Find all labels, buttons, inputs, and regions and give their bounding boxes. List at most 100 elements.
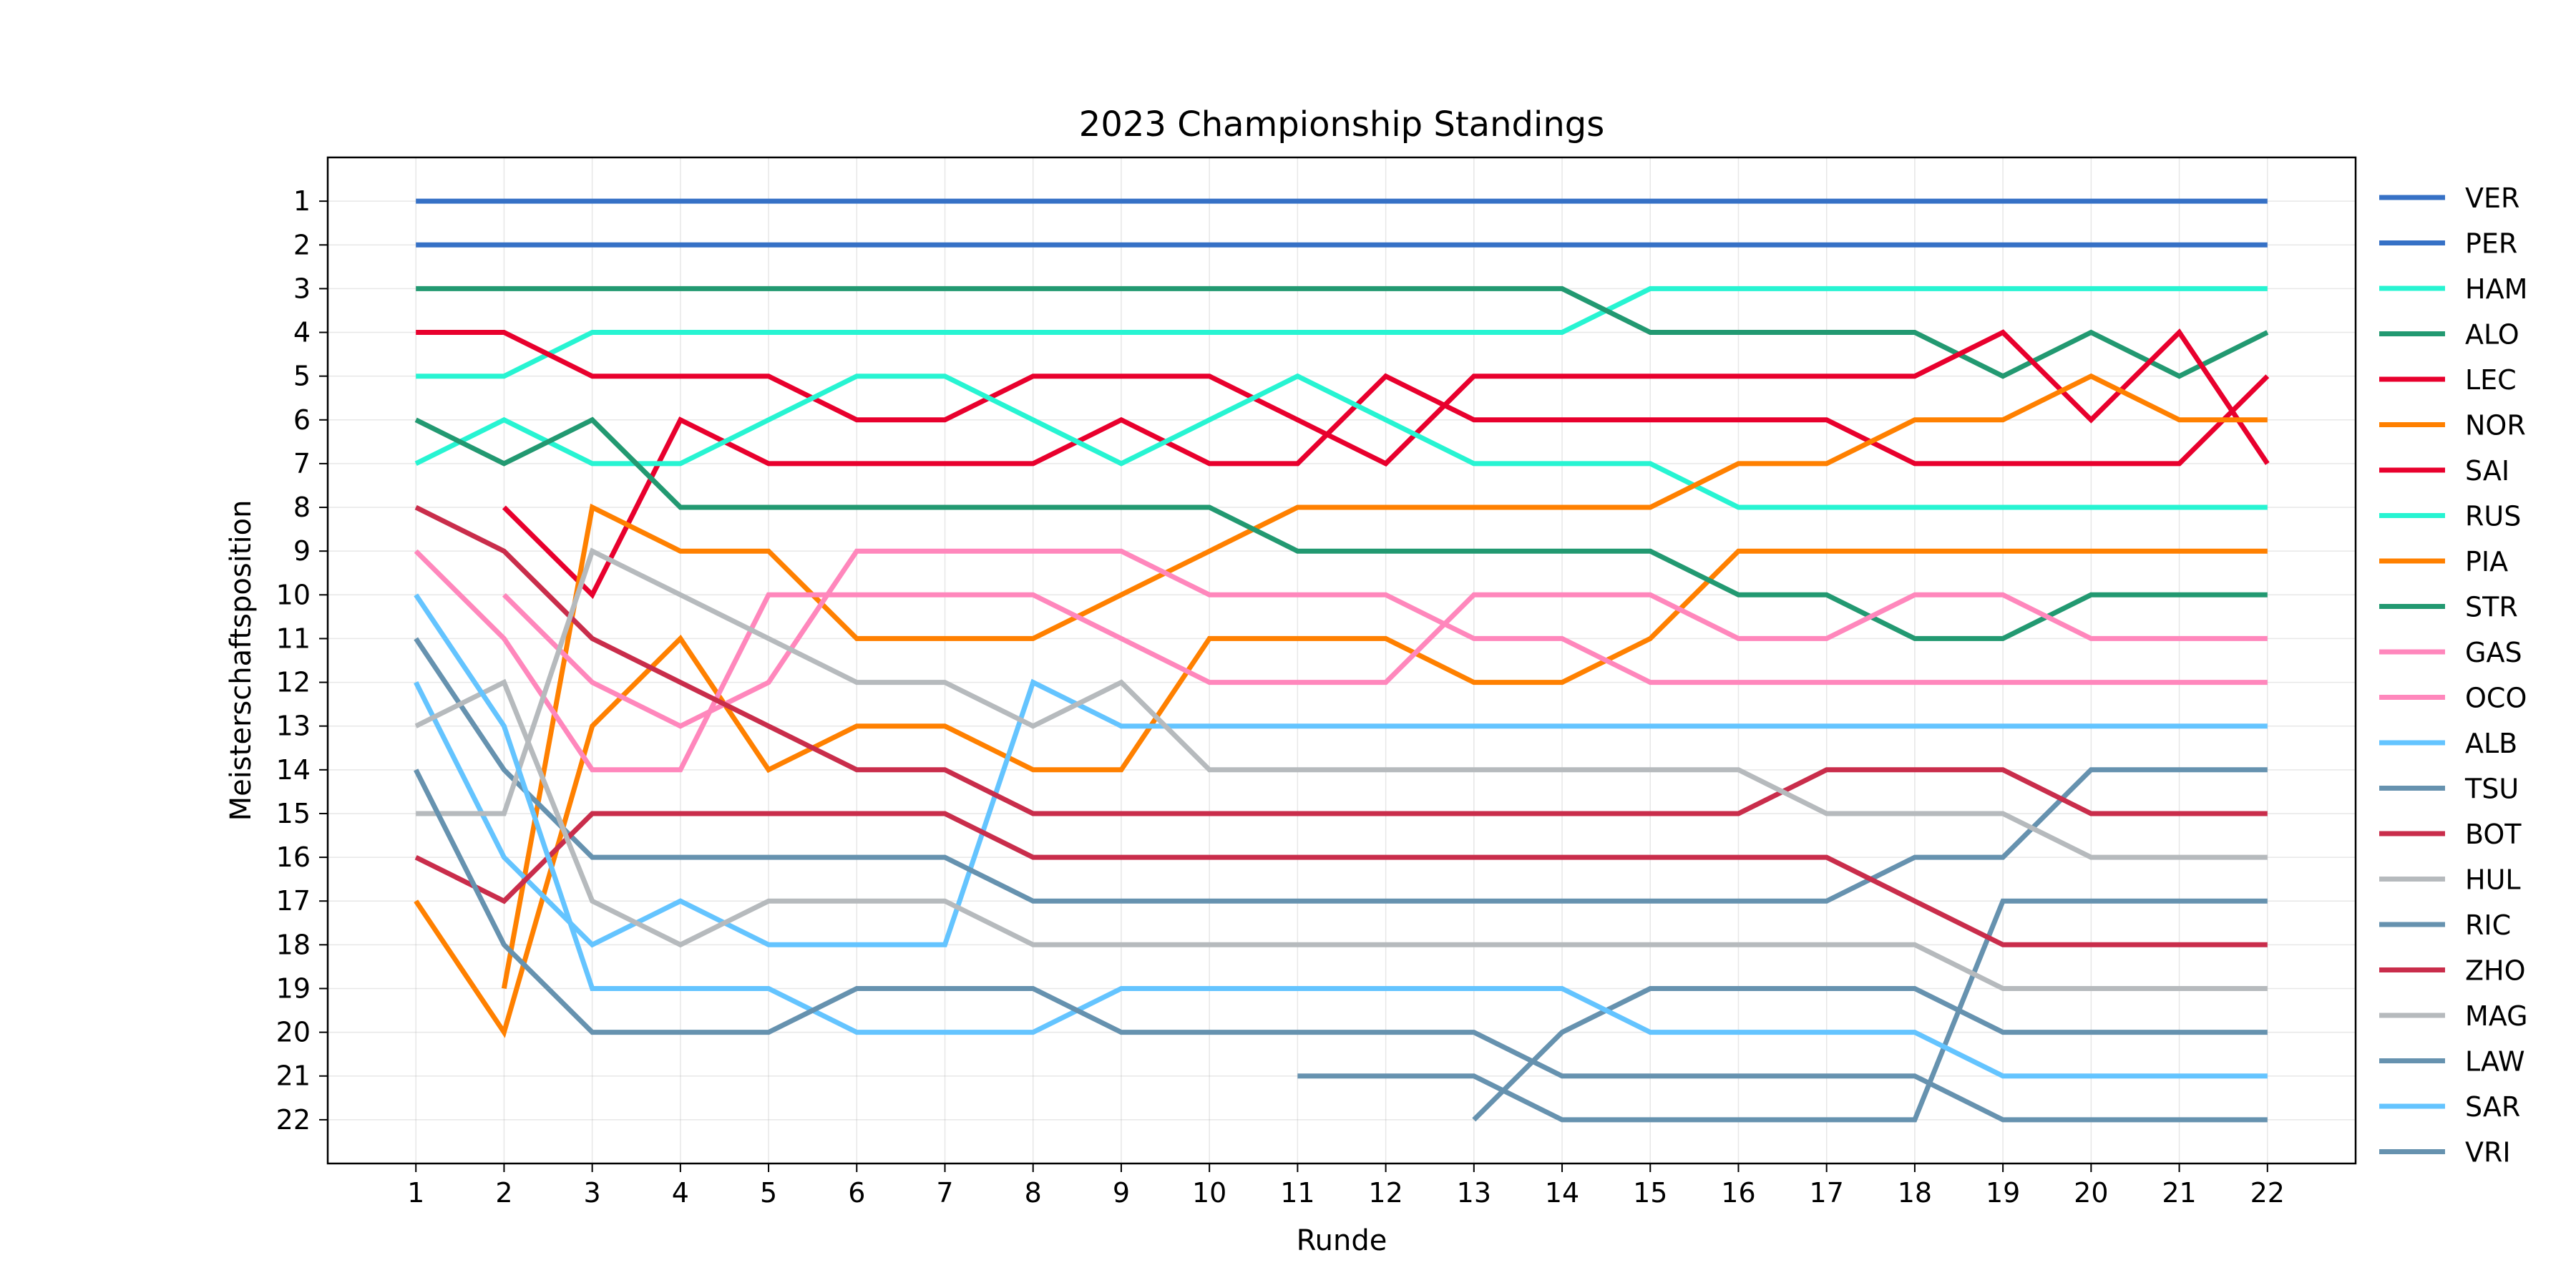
x-tick-label: 3 <box>584 1177 601 1209</box>
y-tick-label: 16 <box>276 841 311 873</box>
series-line-zho <box>414 811 2268 947</box>
y-tick-label: 7 <box>293 448 311 479</box>
y-tick-label: 14 <box>276 754 311 786</box>
legend-item-mag: MAG <box>2379 1000 2528 1032</box>
y-tick-label: 15 <box>276 798 311 829</box>
legend-item-gas: GAS <box>2379 637 2522 668</box>
x-tick-label: 9 <box>1113 1177 1130 1209</box>
y-tick-label: 4 <box>293 317 311 348</box>
legend-item-rus: RUS <box>2379 501 2521 532</box>
legend-label: LEC <box>2465 364 2517 396</box>
series-line-rus <box>414 373 2268 510</box>
series-line-vri <box>414 769 2268 1123</box>
legend-label: OCO <box>2465 683 2527 714</box>
series-line-lec <box>416 328 2270 467</box>
legend-label: BOT <box>2465 819 2522 850</box>
y-tick-label: 8 <box>293 492 311 523</box>
series-line-pia <box>501 373 2268 990</box>
legend-label: SAR <box>2465 1091 2520 1123</box>
series-line-bot <box>414 504 2268 816</box>
x-tick-label: 7 <box>936 1177 953 1209</box>
x-tick-label: 14 <box>1545 1177 1579 1209</box>
y-tick-label: 3 <box>293 273 311 304</box>
series-lines <box>414 198 2270 1123</box>
legend-label: PER <box>2465 228 2517 260</box>
legend-label: LAW <box>2465 1046 2525 1078</box>
x-tick-label: 15 <box>1633 1177 1667 1209</box>
x-tick-label: 1 <box>407 1177 424 1209</box>
legend-label: SAI <box>2465 455 2509 487</box>
y-tick-label: 18 <box>276 929 311 960</box>
y-tick-label: 21 <box>276 1060 311 1092</box>
y-tick-label: 20 <box>276 1017 311 1048</box>
chart-title: 2023 Championship Standings <box>1079 104 1604 145</box>
series-line-sai <box>502 373 2270 600</box>
y-tick-label: 2 <box>293 229 311 260</box>
x-tick-label: 11 <box>1280 1177 1314 1209</box>
x-tick-label: 13 <box>1457 1177 1491 1209</box>
series-line-gas <box>414 549 2268 773</box>
x-axis-ticks: 1 2 3 4 5 6 7 8 9 10 11 12 13 14 15 16 17 18 19 20 21 22 <box>407 1163 2285 1209</box>
legend-label: PIA <box>2465 546 2508 577</box>
legend-item-alo: ALO <box>2379 319 2519 351</box>
legend-item-law: LAW <box>2379 1046 2525 1078</box>
x-tick-label: 5 <box>760 1177 777 1209</box>
legend-item-ric: RIC <box>2379 909 2511 941</box>
x-axis-label: Runde <box>1297 1224 1387 1257</box>
legend: VER PER HAM ALO LEC NOR SAI RUS PIA STR GAS OCO ALB T… <box>2379 182 2528 1169</box>
legend-item-bot: BOT <box>2379 819 2522 850</box>
y-tick-label: 19 <box>276 972 311 1004</box>
legend-label: VER <box>2465 182 2519 214</box>
plot-frame <box>326 156 2357 1165</box>
legend-label: NOR <box>2465 410 2526 441</box>
series-line-hul <box>416 547 2268 860</box>
x-tick-label: 22 <box>2250 1177 2285 1209</box>
legend-label: MAG <box>2465 1000 2528 1032</box>
x-tick-label: 4 <box>672 1177 689 1209</box>
legend-item-tsu: TSU <box>2379 774 2519 805</box>
y-tick-label: 17 <box>276 885 311 917</box>
x-tick-label: 2 <box>495 1177 512 1209</box>
legend-label: RUS <box>2465 501 2521 532</box>
series-line-ham <box>416 286 2268 379</box>
x-tick-label: 6 <box>848 1177 865 1209</box>
y-tick-label: 22 <box>276 1104 311 1136</box>
legend-label: GAS <box>2465 637 2522 668</box>
y-tick-label: 6 <box>293 404 311 436</box>
series-line-ric <box>1297 898 2268 1123</box>
x-tick-label: 18 <box>1898 1177 1932 1209</box>
legend-label: RIC <box>2465 909 2511 941</box>
legend-item-vri: VRI <box>2379 1137 2511 1169</box>
y-tick-label: 1 <box>293 185 311 217</box>
x-tick-label: 10 <box>1192 1177 1226 1209</box>
legend-item-pia: PIA <box>2379 546 2508 577</box>
legend-label: STR <box>2465 592 2518 623</box>
legend-item-zho: ZHO <box>2379 955 2526 987</box>
y-tick-label: 5 <box>293 361 311 392</box>
legend-label: VRI <box>2465 1137 2511 1169</box>
x-tick-label: 16 <box>1721 1177 1755 1209</box>
y-axis-label: Meisterschaftsposition <box>225 500 258 821</box>
series-line-sar <box>414 593 2268 1079</box>
legend-item-oco: OCO <box>2379 683 2527 714</box>
legend-item-alb: ALB <box>2379 728 2517 759</box>
legend-item-str: STR <box>2379 592 2518 623</box>
x-tick-label: 19 <box>1986 1177 2020 1209</box>
y-tick-label: 10 <box>276 579 311 610</box>
x-tick-label: 20 <box>2074 1177 2108 1209</box>
y-tick-label: 11 <box>276 623 311 654</box>
y-tick-label: 9 <box>293 535 311 567</box>
legend-item-sar: SAR <box>2379 1091 2520 1123</box>
legend-item-sai: SAI <box>2379 455 2509 487</box>
legend-label: HUL <box>2465 864 2521 896</box>
legend-item-ham: HAM <box>2379 273 2527 305</box>
x-tick-label: 12 <box>1368 1177 1402 1209</box>
series-line-mag <box>414 678 2268 991</box>
legend-label: ALB <box>2465 728 2517 759</box>
legend-item-per: PER <box>2379 228 2517 260</box>
legend-label: TSU <box>2464 774 2519 805</box>
series-line-str <box>414 416 2268 641</box>
